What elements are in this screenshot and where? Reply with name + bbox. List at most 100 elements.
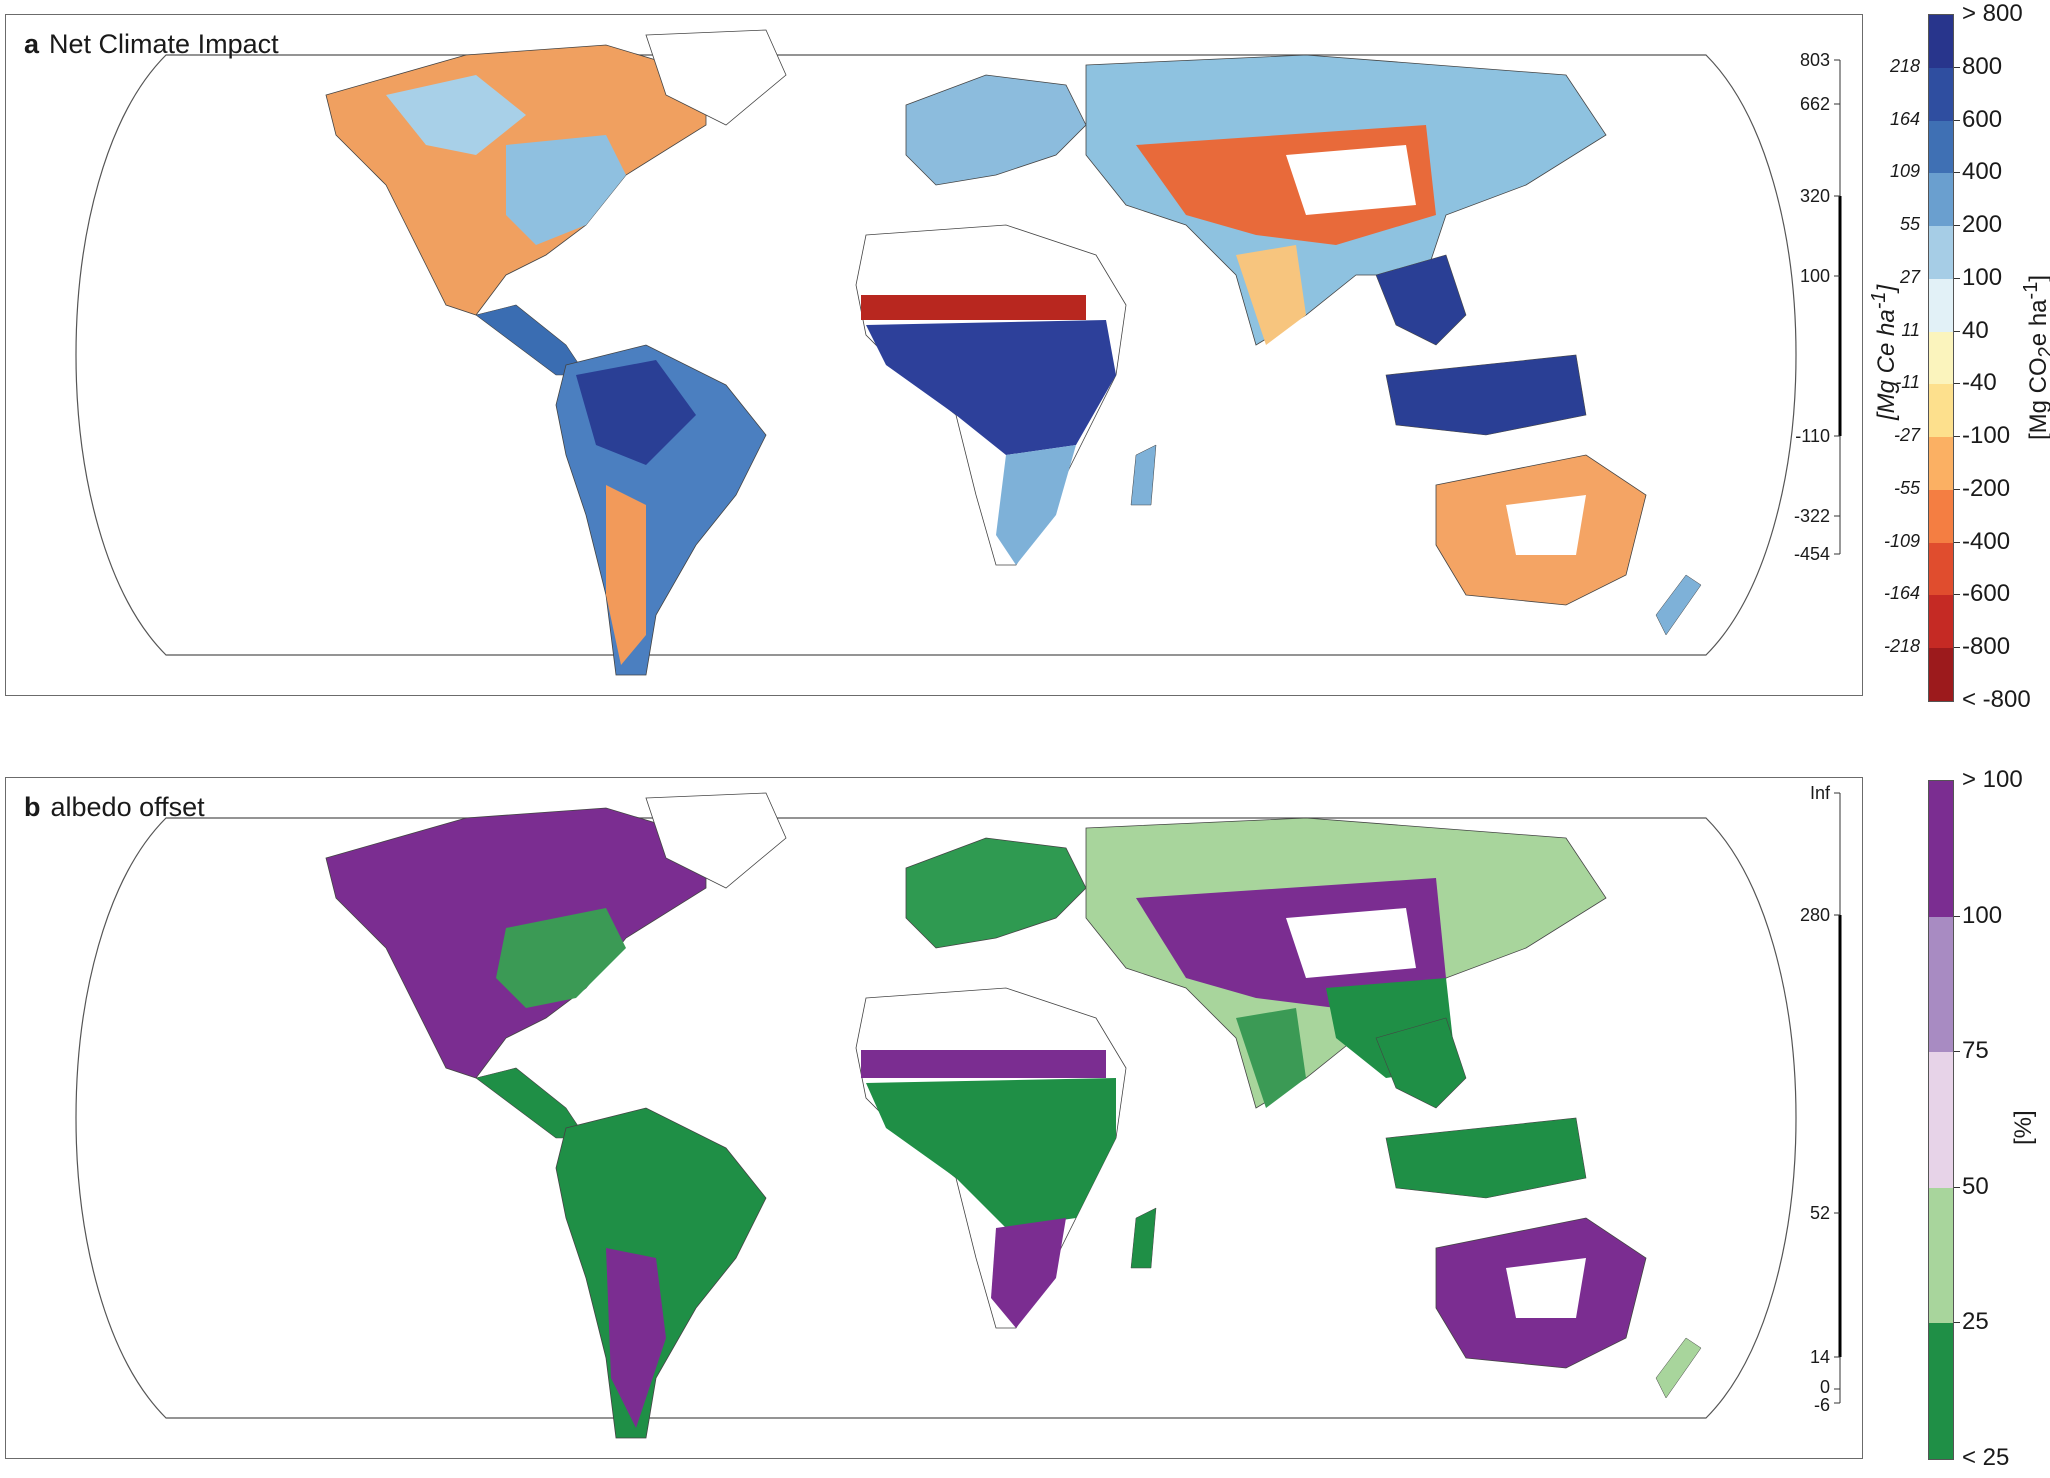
central-africa-region xyxy=(866,1078,1116,1228)
colorbar-segment xyxy=(1929,120,1953,174)
panel-a-carbon-scale: 803 662 320 100 -110 -322 -454 xyxy=(1768,0,1848,700)
central-asia-region xyxy=(1136,878,1446,1008)
panel-b-scale-axis xyxy=(1834,792,1842,1404)
colorbar-tick-label-carbon: 109 xyxy=(1889,161,1920,182)
colorbar-segment xyxy=(1929,437,1953,490)
colorbar-tick-label: -600 xyxy=(1962,580,2011,608)
colorbar-tick-label-carbon: -109 xyxy=(1883,530,1920,551)
panel-b-letter: b xyxy=(24,792,41,822)
colorbar-tick xyxy=(1954,1322,1960,1324)
panel-b-title-text: albedo offset xyxy=(50,792,205,822)
new-zealand-region xyxy=(1655,574,1702,636)
colorbar-segment xyxy=(1929,1323,1953,1459)
colorbar-top-label: > 100 xyxy=(1962,766,2023,793)
greenland-region xyxy=(645,792,787,889)
colorbar-bottom-label: < -800 xyxy=(1962,686,2031,713)
colorbar-tick-label: 100 xyxy=(1962,901,2003,929)
scale-b-tick-4: 0 xyxy=(1819,1377,1830,1397)
europe-region xyxy=(905,74,1087,186)
panel-a-title: a Net Climate Impact xyxy=(24,29,279,60)
central-australia-region xyxy=(1506,1258,1586,1318)
colorbar-tick-label-carbon: -11 xyxy=(1895,372,1920,393)
colorbar-tick-label: -200 xyxy=(1962,474,2011,502)
southeast-asia-region xyxy=(1375,1017,1467,1109)
madagascar-region xyxy=(1130,444,1157,506)
scale-a-tick-5: -322 xyxy=(1793,506,1830,526)
colorbar-tick-label: 800 xyxy=(1962,52,2003,80)
colorbar-tick-label-carbon: 218 xyxy=(1889,55,1920,76)
panel-a-unit-left: [Mg Ce ha-1] xyxy=(1868,284,1900,420)
colorbar-tick-label: -400 xyxy=(1962,527,2011,555)
andes-region xyxy=(606,1248,666,1428)
canada-region xyxy=(386,75,526,155)
colorbar-segment xyxy=(1929,781,1953,917)
colorbar-tick-label: -40 xyxy=(1962,369,1997,397)
colorbar-tick-label-carbon: -55 xyxy=(1893,477,1920,498)
colorbar-tick-label-carbon: -27 xyxy=(1893,425,1920,446)
colorbar-tick-label: 25 xyxy=(1962,1308,1989,1336)
colorbar-tick-label-carbon: -164 xyxy=(1883,583,1920,604)
colorbar-tick xyxy=(1954,647,1960,649)
colorbar-tick-label-carbon: 11 xyxy=(1901,319,1920,340)
panel-a-title-text: Net Climate Impact xyxy=(49,29,279,59)
colorbar-top-label: > 800 xyxy=(1962,0,2023,27)
colorbar-segment xyxy=(1929,489,1953,543)
colorbar-tick-label: 50 xyxy=(1962,1172,1989,1200)
panel-a-colorbar xyxy=(1928,14,1954,702)
panel-a-letter: a xyxy=(24,29,40,59)
colorbar-tick-label-carbon: 55 xyxy=(1899,214,1920,235)
panel-b-colorbar xyxy=(1928,780,1954,1460)
panel-a-unit-right: [Mg CO2e ha-1] xyxy=(2020,275,2050,440)
panel-b-world-map xyxy=(75,792,1797,1439)
colorbar-segment xyxy=(1929,226,1953,279)
scale-a-tick-4: -110 xyxy=(1795,426,1830,446)
colorbar-segment xyxy=(1929,173,1953,227)
colorbar-tick xyxy=(1954,1186,1960,1188)
colorbar-tick xyxy=(1954,383,1960,385)
colorbar-tick-label: 75 xyxy=(1962,1037,1989,1065)
amazon-region xyxy=(576,360,696,465)
india-region xyxy=(1236,245,1306,345)
colorbar-tick xyxy=(1954,594,1960,596)
colorbar-segment xyxy=(1929,331,1953,385)
colorbar-tick-label: -800 xyxy=(1962,633,2011,661)
colorbar-tick xyxy=(1954,225,1960,227)
scale-b-tick-1: 280 xyxy=(1799,905,1830,925)
scale-a-tick-2: 320 xyxy=(1799,186,1830,206)
colorbar-segment xyxy=(1929,278,1953,332)
colorbar-tick xyxy=(1954,66,1960,68)
scale-a-tick-0: 803 xyxy=(1799,50,1830,70)
colorbar-tick-label: 100 xyxy=(1962,263,2003,291)
colorbar-tick-label-carbon: 164 xyxy=(1889,108,1920,129)
colorbar-tick xyxy=(1954,436,1960,438)
central-africa-region xyxy=(866,320,1116,455)
panel-b-map-frame: b albedo offset xyxy=(5,777,1863,1459)
colorbar-segment xyxy=(1929,67,1953,121)
colorbar-tick-label: -100 xyxy=(1962,422,2011,450)
north-america-east-region xyxy=(496,908,626,1008)
colorbar-tick-label: 200 xyxy=(1962,211,2003,239)
colorbar-tick xyxy=(1954,277,1960,279)
central-australia-region xyxy=(1506,495,1586,555)
panel-b-carbon-scale: Inf 280 52 14 0 -6 xyxy=(1768,763,1848,1463)
colorbar-tick xyxy=(1954,330,1960,332)
southeast-asia-region xyxy=(1375,254,1467,346)
colorbar-segment xyxy=(1929,1052,1953,1188)
colorbar-bottom-label: < 25 xyxy=(1962,1444,2010,1471)
europe-region xyxy=(905,837,1087,949)
panel-a-map-frame: a Net Climate Impact xyxy=(5,14,1863,696)
panel-b-title: b albedo offset xyxy=(24,792,205,823)
colorbar-tick-label: 600 xyxy=(1962,105,2003,133)
sahel-region xyxy=(861,295,1086,320)
colorbar-segment xyxy=(1929,916,1953,1053)
colorbar-segment xyxy=(1929,15,1953,68)
andes-region xyxy=(606,485,646,665)
scale-a-tick-3: 100 xyxy=(1799,266,1830,286)
colorbar-tick xyxy=(1954,915,1960,917)
panel-b-unit: [%] xyxy=(2010,1110,2037,1145)
indonesia-region xyxy=(1385,1117,1587,1199)
greenland-region xyxy=(645,29,787,126)
scale-b-tick-3: 14 xyxy=(1809,1347,1830,1367)
panel-a-scale-axis xyxy=(1834,59,1842,555)
colorbar-tick xyxy=(1954,541,1960,543)
